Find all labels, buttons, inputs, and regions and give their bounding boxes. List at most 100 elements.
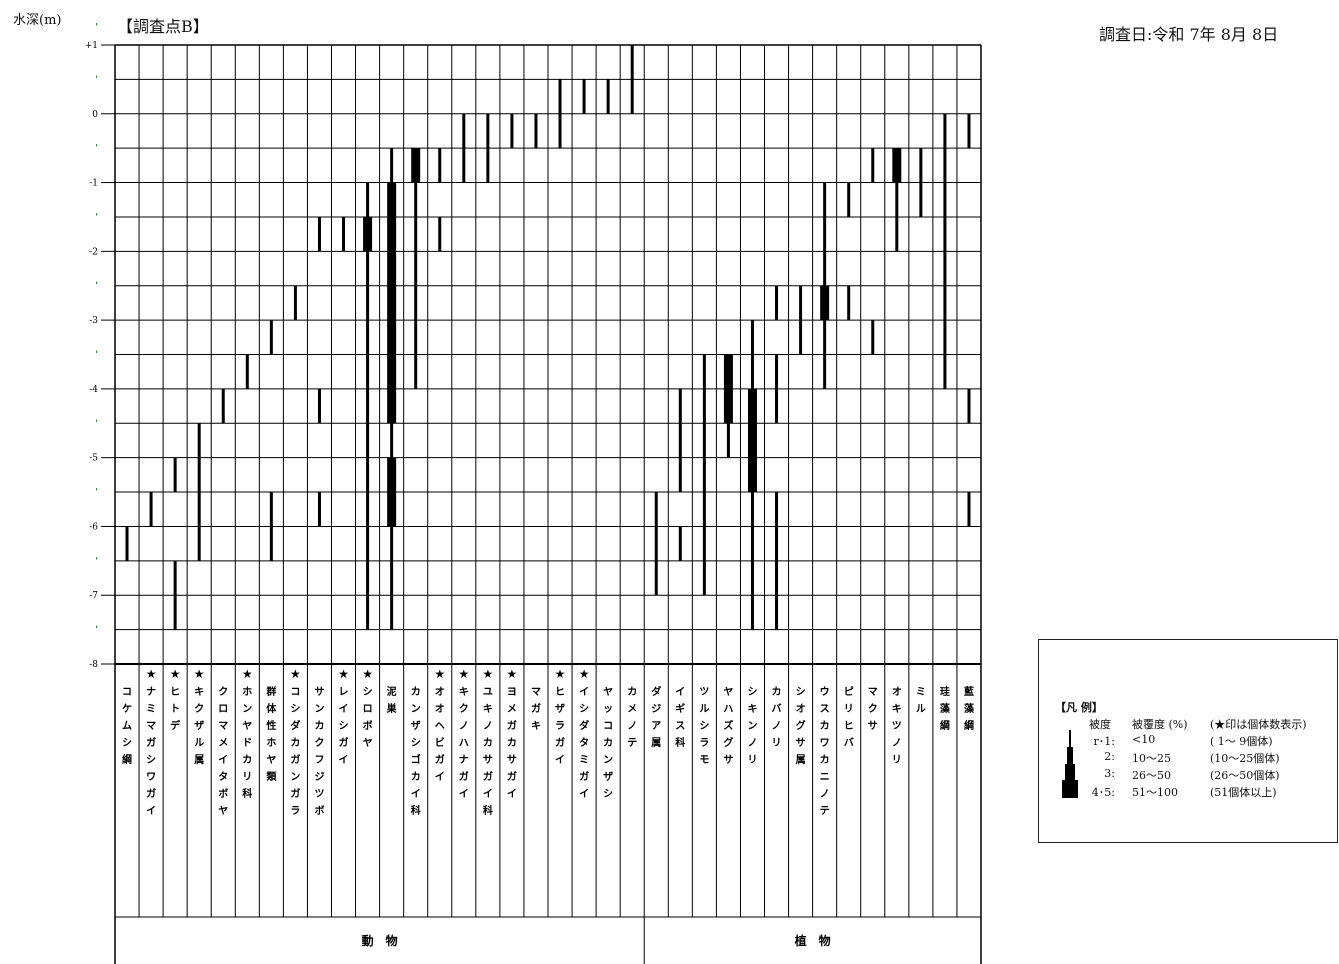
species-label: 泥巣 <box>386 685 398 715</box>
depth-unit-label: 水深(m) <box>13 13 62 28</box>
distribution-bar <box>895 182 899 252</box>
distribution-bar <box>967 113 971 149</box>
species-label: ヤッコカンザシ <box>603 686 613 800</box>
star-mark: ★ <box>338 667 349 681</box>
distribution-bar <box>558 79 562 149</box>
legend-bar-grade-2 <box>1067 747 1073 765</box>
star-mark: ★ <box>482 667 493 681</box>
distribution-bar <box>221 388 225 424</box>
legend-count: (51個体以上) <box>1210 786 1277 799</box>
y-tick-label: -6 <box>89 522 98 532</box>
star-mark: ★ <box>146 667 157 681</box>
distribution-bar <box>702 354 706 596</box>
distribution-bar <box>486 113 490 183</box>
species-label: キクノハナガイ <box>459 686 469 800</box>
distribution-bar <box>534 113 538 149</box>
distribution-bar <box>390 148 394 183</box>
group-label: 動 物 <box>362 933 398 948</box>
distribution-bar <box>438 148 442 183</box>
species-label: ナミマガシワガイ <box>146 686 156 817</box>
star-mark: ★ <box>579 667 590 681</box>
distribution-bar <box>823 320 827 389</box>
species-label: ピリヒバ <box>844 686 854 749</box>
distribution-bar <box>967 388 971 424</box>
distribution-bar <box>892 148 902 183</box>
distribution-bar <box>847 285 851 321</box>
star-mark: ★ <box>362 667 373 681</box>
distribution-bar <box>919 148 923 217</box>
y-tick-label: -5 <box>89 454 98 464</box>
distribution-bar <box>173 560 177 630</box>
y-tick-label: -1 <box>89 179 98 189</box>
legend-grade: r･1: <box>1093 735 1115 748</box>
group-label: 植 物 <box>794 933 831 948</box>
legend-count: ( 1～ 9個体) <box>1210 735 1273 748</box>
legend-cover: 10～25 <box>1132 752 1171 765</box>
legend-header-cover: 被覆度 (%) <box>1132 718 1188 731</box>
distribution-bar <box>847 182 851 217</box>
distribution-bar <box>799 285 803 355</box>
distribution-bar <box>245 354 249 389</box>
half-meter-mark: ' <box>95 75 98 85</box>
star-mark: ★ <box>170 667 181 681</box>
species-label: カバノリ <box>772 686 782 749</box>
distribution-bar <box>654 492 658 596</box>
distribution-bar <box>630 45 634 114</box>
distribution-bar <box>317 492 321 527</box>
distribution-bar <box>723 354 733 424</box>
species-label: レイシガイ <box>339 687 349 766</box>
legend-count: (26～50個体) <box>1210 769 1280 782</box>
species-label: ユキノカサガイ科 <box>483 687 493 817</box>
star-mark: ★ <box>458 667 469 681</box>
species-label: オキツノリ <box>892 686 902 766</box>
distribution-bar <box>606 79 610 114</box>
survey-date: 調査日:令和 7年 8月 8日 <box>1099 25 1279 44</box>
distribution-bar <box>967 492 971 527</box>
y-tick-label: -2 <box>89 247 98 257</box>
legend-bar-grade-1 <box>1069 730 1071 748</box>
legend-box: 【凡 例】 被度 被覆度 (%) (★印は個体数表示) r･1: <10 ( 1… <box>1038 639 1338 843</box>
distribution-bar <box>411 148 421 183</box>
y-tick-label: -8 <box>89 660 98 670</box>
species-label: サンカクフジツボ <box>314 686 324 817</box>
distribution-bar <box>366 251 370 630</box>
distribution-bar <box>390 423 394 458</box>
y-tick-label: -4 <box>89 385 98 395</box>
distribution-bar <box>775 285 779 321</box>
distribution-bar <box>750 320 754 389</box>
species-label: カメノテ <box>627 686 637 749</box>
distribution-bar <box>366 182 370 217</box>
species-label: イギス科 <box>675 686 685 749</box>
distribution-bar <box>823 182 827 286</box>
legend-title: 【凡 例】 <box>1055 701 1103 714</box>
species-label: ツルシラモ <box>699 686 709 766</box>
distribution-bar <box>387 457 397 527</box>
half-meter-mark: ' <box>95 213 98 223</box>
distribution-bar <box>125 526 129 561</box>
distribution-bar <box>871 320 875 355</box>
species-label: ウスカワカニノテ <box>820 686 830 817</box>
y-tick-label: +1 <box>85 41 98 51</box>
distribution-bar <box>317 216 321 252</box>
distribution-bar <box>269 320 273 355</box>
distribution-bar <box>678 388 682 493</box>
species-label: 珪藻綱 <box>940 685 951 732</box>
species-label: イシダタミガイ <box>579 686 589 800</box>
half-meter-mark: ' <box>95 23 98 33</box>
distribution-bar <box>149 492 153 527</box>
star-mark: ★ <box>507 667 518 681</box>
half-meter-mark: ' <box>95 144 98 154</box>
distribution-bar <box>726 423 730 458</box>
species-label: コシダカガンガラ <box>290 687 300 817</box>
star-mark: ★ <box>290 667 301 681</box>
legend-cover: 26～50 <box>1132 769 1171 782</box>
star-mark: ★ <box>434 667 445 681</box>
legend-grade: 3: <box>1104 767 1115 780</box>
distribution-bar <box>750 595 754 630</box>
distribution-bar <box>871 148 875 183</box>
species-label: マガキ <box>531 687 541 732</box>
site-label: 【調査点B】 <box>117 17 209 36</box>
distribution-bar <box>510 113 514 149</box>
half-meter-mark: ' <box>95 557 98 567</box>
half-meter-mark: ' <box>95 282 98 292</box>
